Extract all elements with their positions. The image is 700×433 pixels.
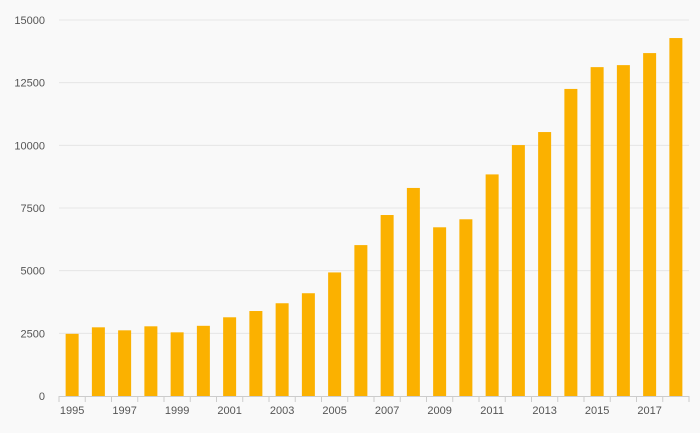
bar-2006 bbox=[354, 245, 368, 396]
bar-2015 bbox=[590, 67, 604, 396]
bar-2000 bbox=[196, 325, 210, 396]
y-axis-tick-labels: 0 2500 5000 7500 10000 12500 15000 bbox=[14, 15, 45, 403]
bar-1996 bbox=[91, 327, 105, 396]
bar-1998 bbox=[144, 326, 158, 396]
x-tick-label-2013: 2013 bbox=[532, 405, 556, 417]
y-tick-label-0: 0 bbox=[39, 391, 45, 403]
x-axis bbox=[58, 396, 690, 402]
y-tick-label-2500: 2500 bbox=[21, 328, 45, 340]
bar-2011 bbox=[485, 174, 499, 396]
y-tick-label-15000: 15000 bbox=[14, 15, 45, 27]
bar-2004 bbox=[301, 293, 315, 396]
bar-1999 bbox=[170, 332, 184, 396]
bar-2008 bbox=[406, 187, 420, 396]
bar-2012 bbox=[511, 145, 525, 396]
x-tick-label-1995: 1995 bbox=[60, 405, 84, 417]
y-tick-label-12500: 12500 bbox=[14, 78, 45, 90]
y-tick-label-7500: 7500 bbox=[21, 203, 45, 215]
x-tick-label-2003: 2003 bbox=[270, 405, 294, 417]
y-tick-label-10000: 10000 bbox=[14, 140, 45, 152]
y-tick-label-5000: 5000 bbox=[21, 266, 45, 278]
x-tick-label-2017: 2017 bbox=[637, 405, 661, 417]
bar-2002 bbox=[249, 311, 263, 396]
bars bbox=[65, 38, 683, 397]
x-tick-label-1997: 1997 bbox=[112, 405, 136, 417]
bar-1995 bbox=[65, 333, 79, 396]
x-tick-label-2009: 2009 bbox=[427, 405, 451, 417]
bar-2017 bbox=[643, 53, 657, 397]
bar-2009 bbox=[433, 227, 447, 396]
x-tick-label-1999: 1999 bbox=[165, 405, 189, 417]
x-tick-label-2001: 2001 bbox=[217, 405, 241, 417]
bar-2018 bbox=[669, 38, 683, 397]
bar-2005 bbox=[328, 272, 342, 396]
x-tick-label-2011: 2011 bbox=[480, 405, 504, 417]
bar-2014 bbox=[564, 88, 578, 397]
x-tick-label-2015: 2015 bbox=[585, 405, 609, 417]
bar-2016 bbox=[616, 65, 630, 397]
bar-2003 bbox=[275, 303, 289, 396]
x-axis-tick-labels: 1995 1997 1999 2001 2003 2005 2007 2009 2011 2013… bbox=[60, 405, 662, 417]
bar-2007 bbox=[380, 215, 394, 396]
x-tick-label-2007: 2007 bbox=[375, 405, 399, 417]
x-tick-label-2005: 2005 bbox=[322, 405, 346, 417]
bar-1997 bbox=[118, 330, 132, 396]
bar-2010 bbox=[459, 219, 473, 396]
bar-2013 bbox=[538, 132, 552, 397]
bar-2001 bbox=[223, 317, 237, 396]
gridlines bbox=[59, 19, 689, 334]
